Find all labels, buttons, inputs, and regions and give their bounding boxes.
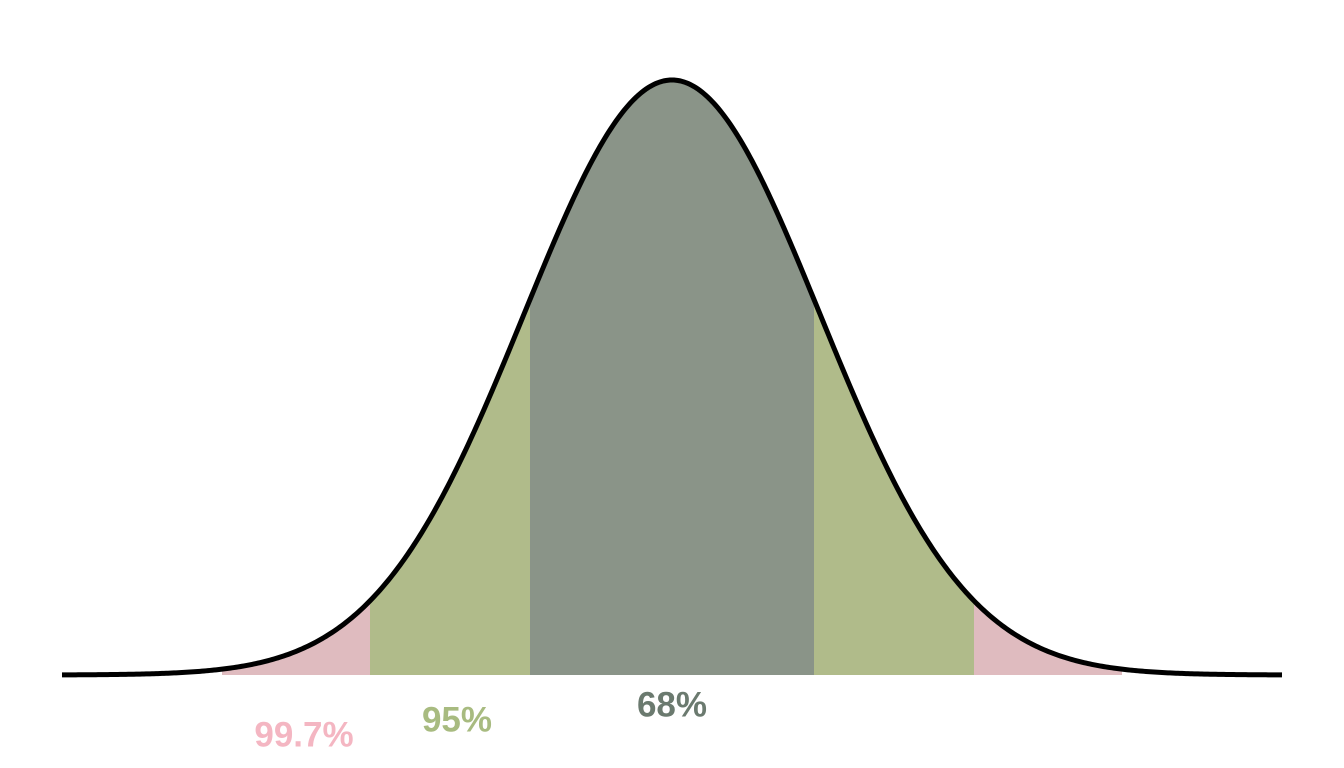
bell-curve xyxy=(61,77,1283,678)
band-label: 68% xyxy=(637,685,707,724)
band-labels: 99.7% 95% 68% xyxy=(254,685,707,754)
band-label: 95% xyxy=(422,700,492,739)
band-fill xyxy=(530,80,814,675)
band-fills xyxy=(222,80,1122,675)
band-label: 99.7% xyxy=(254,715,353,754)
